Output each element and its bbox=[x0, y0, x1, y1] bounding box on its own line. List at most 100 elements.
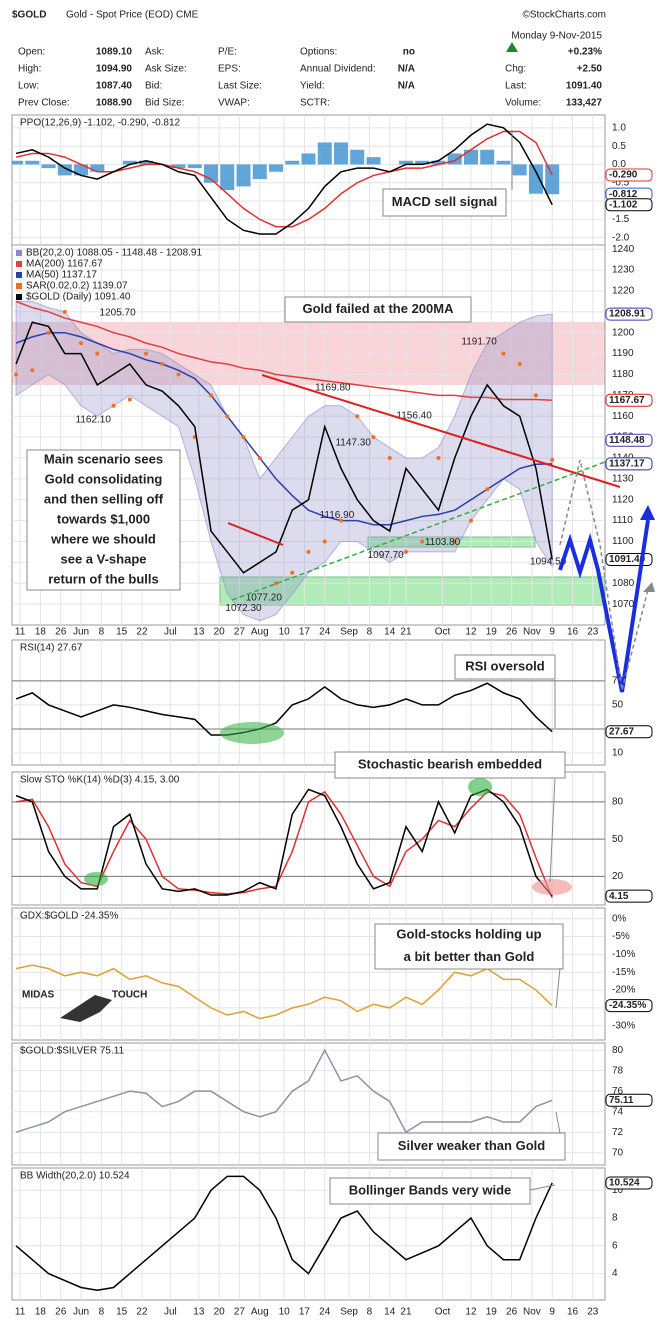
legend-entry: MA(50) 1137.17 bbox=[26, 270, 97, 281]
x-tick-label: 18 bbox=[35, 1307, 47, 1318]
drawings bbox=[60, 42, 655, 1191]
arrow-head bbox=[643, 582, 655, 592]
value-tag-label: 1208.91 bbox=[609, 309, 646, 320]
histogram-bar bbox=[12, 160, 24, 165]
histogram-bar bbox=[333, 142, 348, 165]
series-line bbox=[15, 300, 553, 401]
y-tick-label: 1120 bbox=[612, 494, 634, 505]
price-label: 1116.90 bbox=[320, 510, 355, 521]
x-tick-label: 16 bbox=[567, 1307, 579, 1318]
histogram-bar bbox=[41, 164, 56, 169]
y-tick-label: 1160 bbox=[612, 411, 634, 422]
quote-value: no bbox=[403, 47, 415, 58]
highlight bbox=[220, 722, 284, 744]
connector bbox=[549, 777, 556, 883]
x-tick-label: 14 bbox=[384, 1307, 396, 1318]
histogram-bar bbox=[512, 164, 527, 176]
sar-dot bbox=[355, 414, 360, 419]
x-tick-label: 27 bbox=[234, 627, 246, 638]
quote-label: Bid Size: bbox=[145, 98, 184, 109]
plot bbox=[14, 300, 555, 622]
x-tick-label: 17 bbox=[299, 1307, 311, 1318]
quote-label: Open: bbox=[18, 47, 45, 58]
legend-swatch bbox=[16, 272, 22, 278]
quote-label: Volume: bbox=[505, 98, 541, 109]
value-tag bbox=[605, 1093, 653, 1107]
series-line bbox=[15, 788, 553, 897]
y-tick-label: 1130 bbox=[612, 473, 634, 484]
annotation-box bbox=[26, 449, 181, 591]
x-tick-label: Jul bbox=[164, 627, 177, 638]
y-tick-label: -10% bbox=[612, 949, 635, 960]
x-tick-label: Jul bbox=[164, 1307, 177, 1318]
annotation-box bbox=[374, 923, 564, 970]
annotation-text: Bollinger Bands very wide bbox=[349, 1182, 512, 1197]
y-tick-label: 10 bbox=[612, 1185, 624, 1196]
legend-swatch bbox=[16, 250, 22, 256]
x-tick-label: 23 bbox=[587, 627, 599, 638]
quote-value: 1089.10 bbox=[96, 47, 133, 58]
value-tag bbox=[605, 168, 653, 182]
x-tick-label: Oct bbox=[435, 627, 451, 638]
x-tick-label: 8 bbox=[367, 627, 373, 638]
histogram-bar bbox=[25, 160, 40, 165]
annotation-box bbox=[329, 1177, 531, 1205]
y-tick-label: 1.0 bbox=[612, 122, 626, 133]
x-tick-label: 15 bbox=[116, 1307, 128, 1318]
y-tick-label: 72 bbox=[612, 1127, 624, 1138]
histogram-bar bbox=[301, 153, 316, 165]
annotation-text: RSI oversold bbox=[465, 658, 545, 673]
series-line bbox=[15, 682, 553, 736]
annotation-box bbox=[382, 188, 507, 217]
legend-entry: MA(200) 1167.67 bbox=[26, 259, 103, 270]
y-tick-label: 1080 bbox=[612, 578, 635, 589]
sar-dot bbox=[160, 362, 165, 367]
sar-dot bbox=[111, 403, 116, 408]
sar-dot bbox=[420, 539, 425, 544]
value-tag bbox=[605, 889, 653, 903]
value-tag bbox=[605, 1176, 653, 1190]
x-tick-label: 12 bbox=[465, 1307, 477, 1318]
sar-dot bbox=[225, 414, 230, 419]
date: Monday 9-Nov-2015 bbox=[511, 31, 602, 42]
y-tick-label: 80 bbox=[612, 1045, 624, 1056]
annotation-text: Gold-stocks holding up bbox=[396, 927, 541, 942]
price-label: 1147.30 bbox=[335, 437, 371, 448]
value-tag-label: 75.11 bbox=[609, 1095, 634, 1106]
histogram-bar bbox=[480, 149, 495, 165]
sar-dot bbox=[95, 351, 100, 356]
quote-value: 1091.40 bbox=[566, 81, 603, 92]
histogram-bar bbox=[317, 142, 332, 165]
histogram-bar bbox=[187, 164, 202, 169]
histogram-bar bbox=[350, 149, 365, 165]
sar-dot bbox=[452, 539, 457, 544]
quote-label: Last Size: bbox=[218, 81, 262, 92]
plot bbox=[15, 1048, 553, 1134]
connector bbox=[555, 967, 561, 1009]
quote-label: Bid: bbox=[145, 81, 162, 92]
panel-title: GDX:$GOLD -24.35% bbox=[20, 911, 118, 922]
annotation-box bbox=[334, 751, 566, 779]
y-tick-label: 1220 bbox=[612, 286, 635, 297]
sar-dot bbox=[46, 330, 51, 335]
panel-frame bbox=[11, 244, 606, 626]
legend-entry: BB(20,2.0) 1088.05 - 1148.48 - 1208.91 bbox=[26, 248, 202, 259]
sar-dot bbox=[14, 372, 19, 377]
plot bbox=[15, 1175, 553, 1292]
histogram-bar bbox=[415, 160, 430, 165]
value-tag bbox=[605, 307, 653, 321]
legend-entry: SAR(0.02,0.2) 1139.07 bbox=[26, 281, 128, 292]
y-tick-label: 74 bbox=[612, 1106, 624, 1117]
y-tick-label: -15% bbox=[612, 967, 635, 978]
x-tick-label: 24 bbox=[319, 627, 331, 638]
x-tick-label: Aug bbox=[251, 627, 269, 638]
price-label: 1094.50 bbox=[530, 557, 567, 568]
x-tick-label: 17 bbox=[299, 627, 311, 638]
histogram-bar bbox=[528, 164, 543, 194]
histogram-bar bbox=[252, 164, 267, 180]
price-label: 1191.70 bbox=[461, 337, 497, 348]
y-tick-label: 20 bbox=[612, 871, 624, 882]
histogram-bar bbox=[171, 164, 186, 169]
y-tick-label: -2.0 bbox=[612, 232, 630, 243]
annotation-text: Main scenario sees bbox=[44, 451, 163, 466]
